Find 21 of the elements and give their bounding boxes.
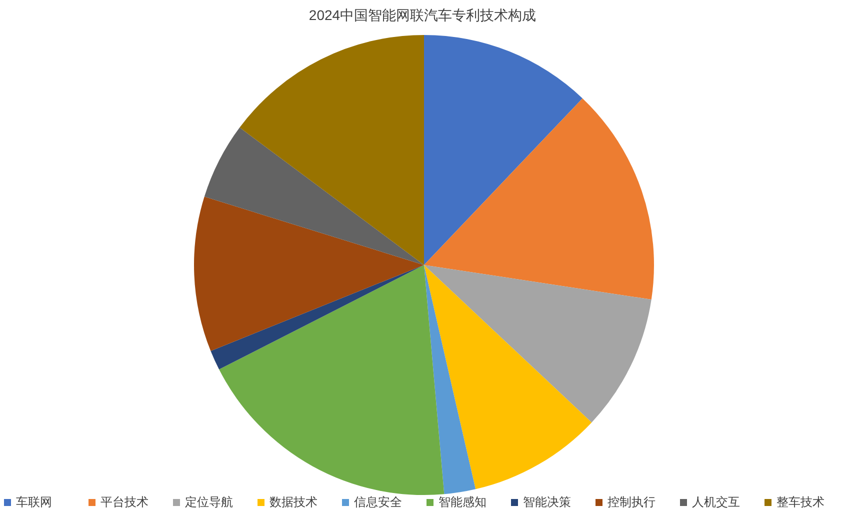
pie-slice (210, 265, 424, 370)
pie-slice (240, 35, 424, 265)
legend-label: 控制执行 (608, 495, 656, 510)
pie-slice (204, 127, 424, 265)
pie-slice (424, 265, 476, 494)
pie-slice (424, 35, 582, 265)
legend-label: 整车技术 (776, 495, 824, 510)
pie-slice (219, 265, 444, 495)
legend-label: 平台技术 (100, 495, 148, 510)
legend-label: 定位导航 (185, 495, 233, 510)
legend-label: 数据技术 (270, 495, 318, 510)
legend-label: 智能感知 (438, 495, 486, 510)
legend-label: 智能决策 (523, 495, 571, 510)
chart-title: 2024中国智能网联汽车专利技术构成 (308, 7, 536, 23)
legend-label: 信息安全 (354, 495, 402, 510)
legend-label: 车联网 (16, 495, 52, 510)
legend-label: 人机交互 (692, 495, 740, 510)
pie-slice (424, 265, 592, 490)
pie-slice (424, 98, 654, 300)
pie-slice (424, 265, 652, 422)
pie-slice (194, 196, 424, 352)
